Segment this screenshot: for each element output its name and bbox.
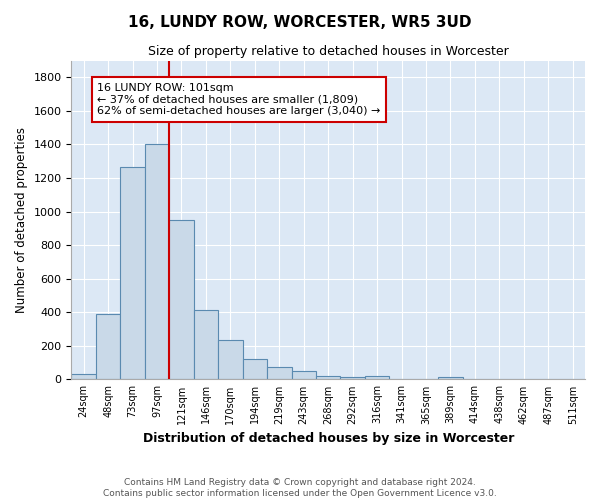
Text: Contains HM Land Registry data © Crown copyright and database right 2024.
Contai: Contains HM Land Registry data © Crown c… <box>103 478 497 498</box>
Bar <box>242 360 267 380</box>
Bar <box>292 371 316 380</box>
Bar <box>121 167 145 380</box>
Bar <box>145 144 169 380</box>
X-axis label: Distribution of detached houses by size in Worcester: Distribution of detached houses by size … <box>143 432 514 445</box>
Bar <box>169 220 194 380</box>
Y-axis label: Number of detached properties: Number of detached properties <box>15 127 28 313</box>
Bar <box>194 310 218 380</box>
Bar <box>438 377 463 380</box>
Title: Size of property relative to detached houses in Worcester: Size of property relative to detached ho… <box>148 45 509 58</box>
Text: 16, LUNDY ROW, WORCESTER, WR5 3UD: 16, LUNDY ROW, WORCESTER, WR5 3UD <box>128 15 472 30</box>
Text: 16 LUNDY ROW: 101sqm
← 37% of detached houses are smaller (1,809)
62% of semi-de: 16 LUNDY ROW: 101sqm ← 37% of detached h… <box>97 83 380 116</box>
Bar <box>340 377 365 380</box>
Bar <box>96 314 121 380</box>
Bar <box>365 376 389 380</box>
Bar <box>267 367 292 380</box>
Bar <box>316 376 340 380</box>
Bar <box>71 374 96 380</box>
Bar <box>218 340 242 380</box>
